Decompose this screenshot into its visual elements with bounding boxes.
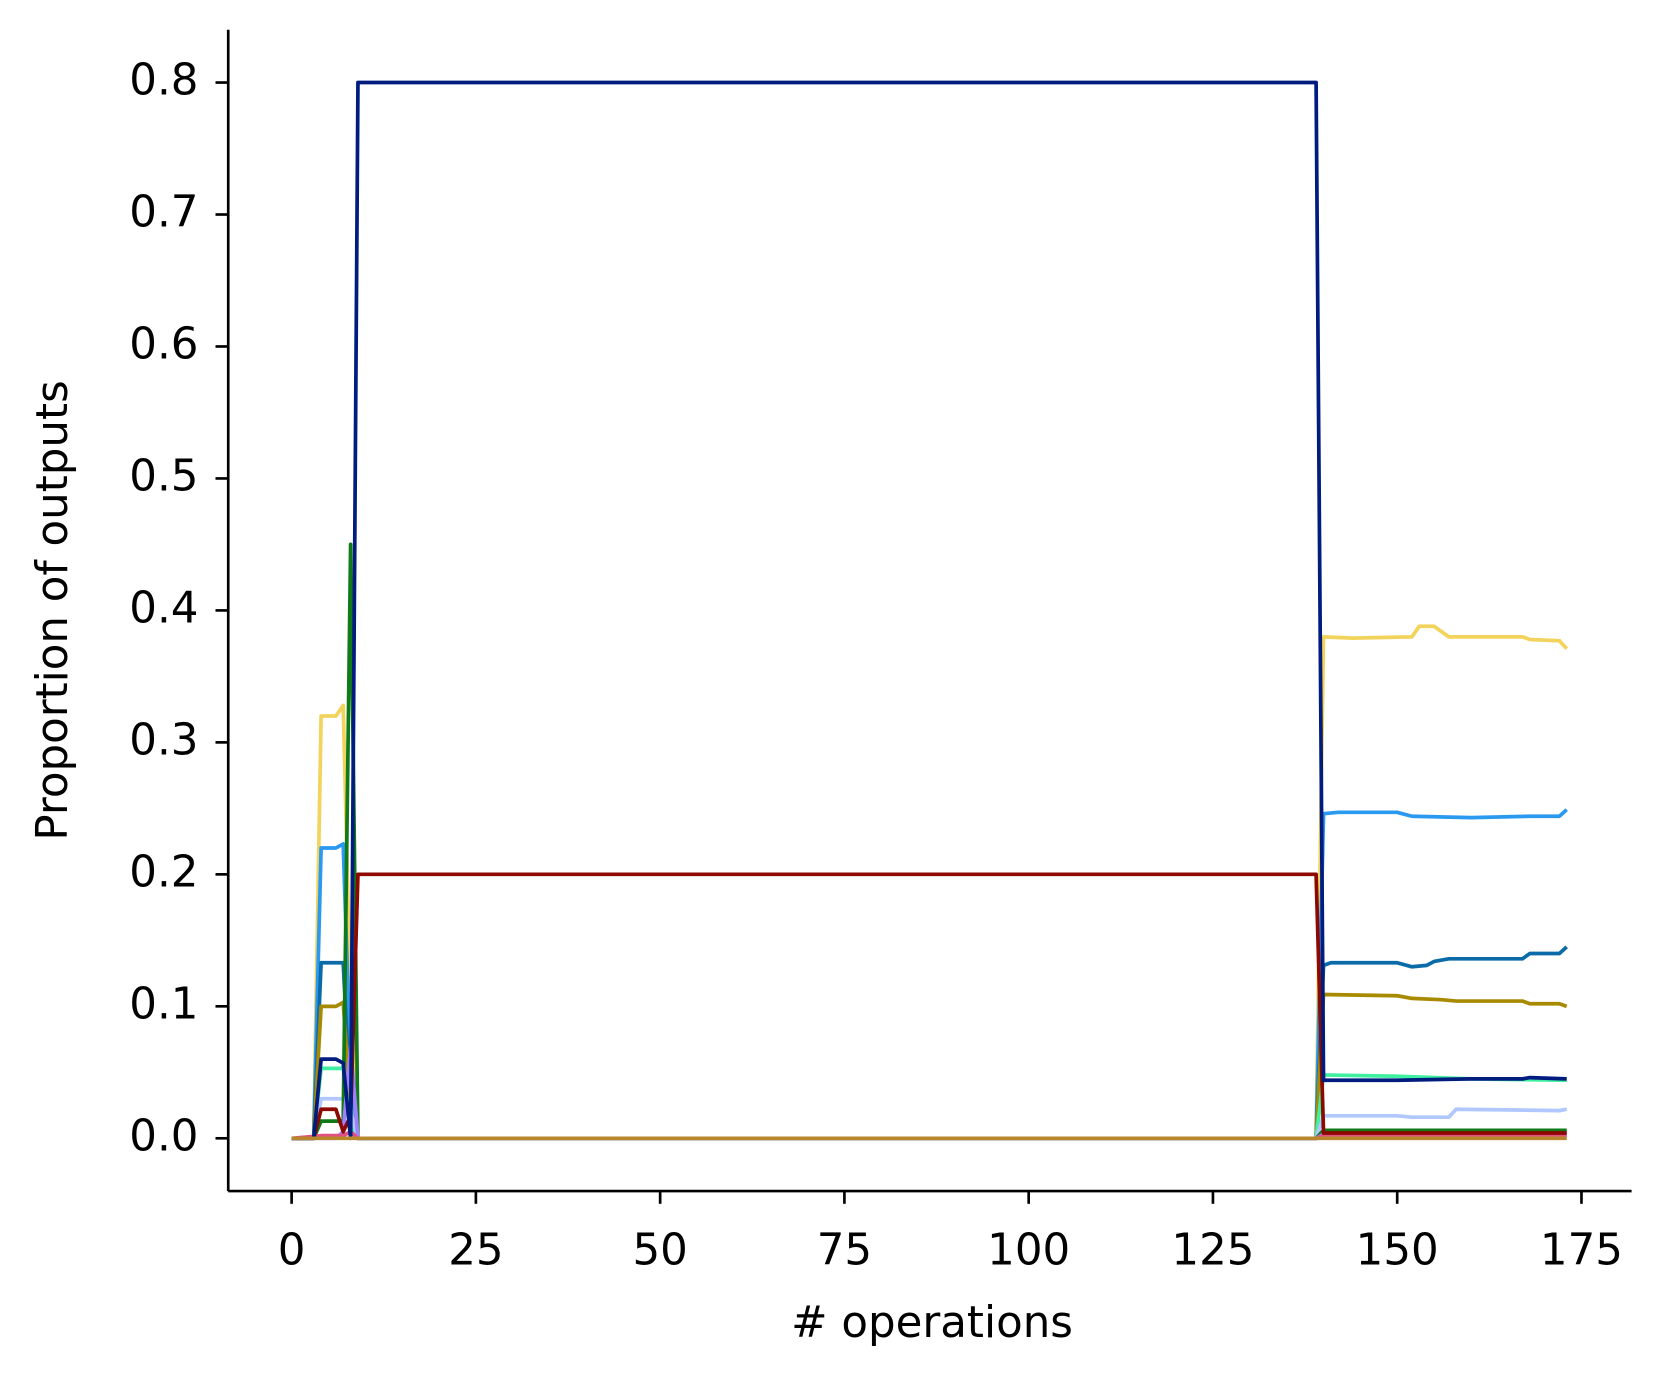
x-tick-label: 75 — [817, 1226, 872, 1276]
line — [291, 808, 1568, 1141]
x-tick-label: 125 — [1171, 1226, 1254, 1276]
x-tick-label: 100 — [987, 1226, 1070, 1276]
y-tick-label: 0.4 — [129, 583, 198, 633]
line — [291, 542, 1567, 1141]
y-tick-label: 0.2 — [129, 847, 198, 897]
line — [291, 1129, 1567, 1141]
y-tick-label: 0.3 — [129, 715, 198, 765]
x-tick-label: 175 — [1540, 1226, 1623, 1276]
line — [291, 624, 1569, 1141]
x-tick-label: 0 — [278, 1226, 306, 1276]
line — [291, 80, 1567, 1141]
x-tick-label: 150 — [1356, 1226, 1439, 1276]
line — [291, 872, 1567, 1141]
y-tick-label: 0.5 — [129, 451, 198, 501]
x-tick-label: 25 — [448, 1226, 503, 1276]
y-tick-label: 0.6 — [129, 319, 198, 369]
y-axis-label: Proportion of outputs — [28, 380, 78, 840]
x-tick-label: 50 — [632, 1226, 687, 1276]
y-tick-label: 0.0 — [129, 1111, 198, 1161]
line — [291, 945, 1568, 1141]
x-axis-label: # operations — [791, 1298, 1073, 1348]
y-tick-label: 0.8 — [129, 56, 198, 106]
y-tick-label: 0.1 — [129, 979, 198, 1029]
line — [291, 1096, 1568, 1141]
y-tick-label: 0.7 — [129, 188, 198, 238]
line — [291, 1044, 1567, 1141]
